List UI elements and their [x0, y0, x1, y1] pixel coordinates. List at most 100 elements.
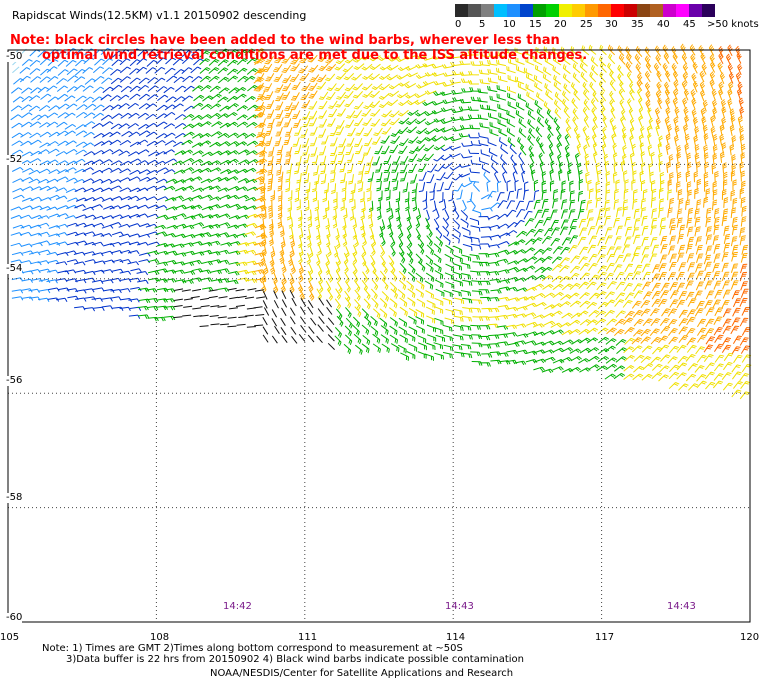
- wind-barb: [632, 170, 637, 182]
- wind-barb: [228, 271, 240, 276]
- wind-barb: [254, 141, 267, 148]
- wind-barb: [507, 190, 514, 201]
- wind-barb: [308, 263, 314, 276]
- wind-barb: [631, 300, 642, 309]
- wind-barb: [633, 365, 645, 373]
- wind-barb: [640, 308, 651, 317]
- wind-barb: [442, 99, 455, 104]
- wind-barb: [682, 63, 689, 75]
- wind-barb: [479, 325, 491, 330]
- wind-barb: [119, 187, 132, 192]
- wind-barb: [579, 337, 591, 344]
- wind-barb: [101, 159, 113, 165]
- legend-swatch: [546, 4, 559, 17]
- wind-barb: [434, 163, 445, 172]
- lat-label: -52: [6, 154, 23, 165]
- wind-barb: [379, 270, 387, 282]
- wind-barb: [505, 332, 518, 337]
- wind-barb: [326, 325, 333, 333]
- wind-barb: [263, 307, 270, 316]
- wind-barb: [713, 224, 720, 235]
- wind-barb: [415, 253, 423, 265]
- wind-barb: [696, 199, 702, 210]
- wind-barb: [619, 81, 626, 93]
- wind-barb: [602, 134, 607, 147]
- wind-barb: [118, 103, 130, 110]
- wind-barb: [163, 185, 176, 191]
- wind-barb: [462, 297, 473, 304]
- wind-barb: [83, 231, 96, 236]
- wind-barb: [615, 310, 626, 318]
- wind-barb: [284, 102, 293, 111]
- wind-barb: [705, 226, 712, 237]
- wind-barb: [559, 257, 570, 265]
- wind-barb: [210, 131, 223, 137]
- wind-barb: [276, 117, 284, 127]
- wind-barb: [11, 296, 24, 301]
- wind-barb: [739, 106, 745, 119]
- wind-barb: [721, 271, 730, 281]
- wind-barb: [406, 280, 414, 291]
- wind-barb: [712, 99, 718, 111]
- wind-barb: [534, 274, 546, 281]
- wind-barb: [237, 194, 250, 200]
- wind-barb: [506, 127, 516, 137]
- wind-barb: [650, 318, 661, 327]
- wind-barb: [92, 233, 105, 237]
- legend-label-0: 0: [455, 19, 462, 30]
- wind-barb: [300, 325, 307, 333]
- wind-barb: [10, 105, 22, 112]
- wind-barb: [445, 244, 454, 255]
- wind-barb: [711, 162, 717, 175]
- wind-barb: [211, 121, 223, 128]
- wind-barb: [657, 142, 663, 154]
- wind-barb: [48, 225, 61, 229]
- wind-barb: [612, 172, 618, 184]
- wind-barb: [147, 85, 159, 92]
- wind-barb: [676, 362, 688, 371]
- wind-barb: [100, 178, 113, 184]
- wind-barb: [237, 214, 250, 220]
- wind-barb: [145, 223, 158, 228]
- wind-barb: [517, 93, 527, 103]
- wind-barb: [10, 87, 23, 94]
- wind-barb: [281, 290, 287, 300]
- wind-barb: [255, 95, 267, 102]
- wind-barb: [109, 222, 122, 226]
- wind-barb: [633, 246, 642, 256]
- wind-barb: [685, 291, 695, 301]
- wind-barb: [381, 126, 392, 135]
- wind-barb: [92, 66, 104, 74]
- wind-barb: [418, 181, 426, 193]
- legend-swatch: [663, 4, 676, 17]
- wind-barb: [739, 337, 749, 346]
- wind-barb: [111, 231, 124, 236]
- wind-barb: [533, 366, 545, 372]
- wind-barb: [519, 144, 527, 156]
- wind-barb: [101, 77, 113, 84]
- wind-barb: [282, 74, 292, 84]
- wind-barb: [82, 167, 94, 173]
- wind-barb: [583, 116, 590, 128]
- wind-barb: [692, 80, 699, 93]
- wind-barb: [254, 48, 266, 56]
- wind-barb: [301, 82, 311, 92]
- wind-barb: [731, 371, 742, 380]
- wind-barb: [674, 134, 679, 147]
- wind-barb: [321, 135, 329, 145]
- time-label: 14:43: [667, 601, 696, 612]
- wind-barb: [199, 314, 209, 317]
- wind-barb: [469, 124, 481, 130]
- wind-barb: [209, 85, 221, 93]
- wind-barb: [569, 328, 581, 335]
- wind-barb: [514, 249, 526, 255]
- wind-barb: [449, 164, 462, 171]
- wind-barb: [331, 183, 337, 194]
- wind-barb: [644, 55, 651, 67]
- wind-barb: [597, 245, 607, 255]
- wind-barb: [533, 179, 539, 191]
- wind-barb: [704, 371, 715, 380]
- wind-barb: [308, 90, 318, 99]
- wind-barb: [64, 95, 76, 102]
- wind-barb: [406, 126, 418, 134]
